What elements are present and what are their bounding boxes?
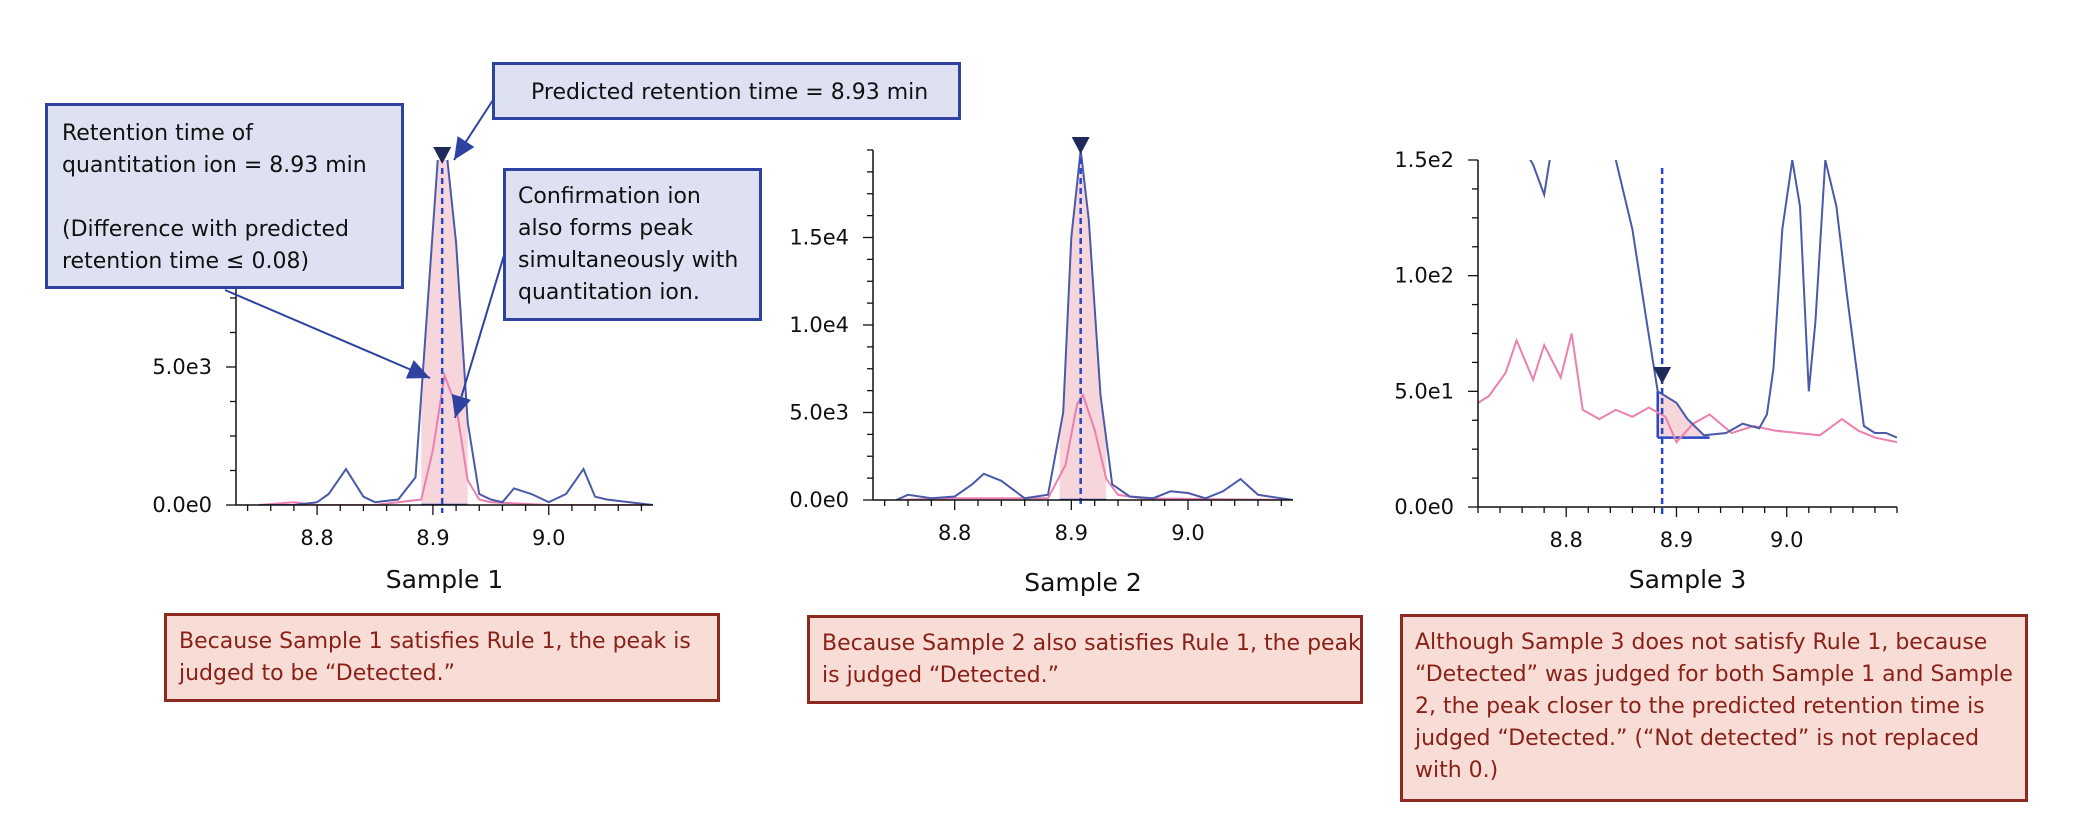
- series-line-confirmation-ion: [896, 392, 1293, 500]
- peak-apex-marker: [1653, 366, 1672, 384]
- plot-area: [1478, 160, 1897, 445]
- y-tick-label: 5.0e3: [152, 355, 212, 379]
- x-tick-label: 8.9: [1055, 521, 1088, 545]
- series-line-confirmation-ion: [259, 371, 653, 505]
- x-tick-label: 8.9: [1660, 528, 1693, 552]
- callout-quant-line-1: Retention time of: [62, 121, 253, 146]
- x-tick-label: 8.8: [938, 521, 971, 545]
- callout-arrows: [224, 99, 509, 419]
- callout-confirm-line-3: simultaneously with: [518, 248, 739, 273]
- x-tick-label: 8.9: [416, 526, 449, 550]
- note-sample-3-line-3: 2, the peak closer to the predicted rete…: [1415, 694, 1985, 719]
- peak-apex-marker: [1071, 137, 1090, 154]
- series-line-quantitation-ion: [259, 160, 653, 505]
- x-tick-label: 9.0: [1171, 521, 1204, 545]
- y-tick-label: 0.0e0: [152, 493, 212, 517]
- note-sample-3: Although Sample 3 does not satisfy Rule …: [1400, 614, 2028, 802]
- note-sample-1-line-1: Because Sample 1 satisfies Rule 1, the p…: [179, 629, 691, 654]
- note-sample-2: Because Sample 2 also satisfies Rule 1, …: [807, 615, 1363, 704]
- note-sample-3-line-1: Although Sample 3 does not satisfy Rule …: [1415, 630, 1988, 655]
- note-sample-2-line-2: is judged “Detected.”: [822, 663, 1060, 688]
- y-tick-label: 1.5e4: [789, 226, 849, 250]
- y-tick-label: 1.0e4: [789, 313, 849, 337]
- note-sample-1: Because Sample 1 satisfies Rule 1, the p…: [164, 613, 720, 702]
- callout-quant-line-3: (Difference with predicted: [62, 217, 350, 242]
- arrow-to-predicted-rt-head: [454, 136, 475, 160]
- callout-quant-line-2: quantitation ion = 8.93 min: [62, 153, 367, 178]
- plot-area: [259, 160, 653, 505]
- x-tick-label: 8.8: [1550, 528, 1583, 552]
- y-tick-label: 1.0e2: [1394, 264, 1454, 288]
- y-tick-label: 0.0e0: [1394, 495, 1454, 519]
- chart-title: Sample 2: [1024, 568, 1142, 597]
- note-sample-1-line-2: judged to be “Detected.”: [179, 661, 456, 686]
- y-tick-label: 0.0e0: [789, 488, 849, 512]
- chart-title: Sample 1: [386, 565, 504, 594]
- x-tick-label: 9.0: [532, 526, 565, 550]
- callout-confirm-line-2: also forms peak: [518, 216, 693, 241]
- callout-quantitation-retention-time: Retention time of quantitation ion = 8.9…: [45, 103, 404, 289]
- note-sample-3-line-5: with 0.): [1415, 758, 1499, 783]
- y-tick-label: 1.5e2: [1394, 148, 1454, 172]
- callout-predicted-retention-time: Predicted retention time = 8.93 min: [492, 62, 961, 120]
- y-tick-label: 5.0e1: [1394, 379, 1454, 403]
- callout-confirm-line-4: quantitation ion.: [518, 280, 700, 305]
- plot-area: [895, 150, 1293, 500]
- series-line-quantitation-ion: [1529, 160, 1897, 439]
- chart-sample-3: 8.8 8.9 9.0 0.0e0 5.0e1 1.0e2 1.5e2 Sample 3: [1394, 148, 1898, 594]
- y-tick-label: 5.0e3: [789, 401, 849, 425]
- callout-confirmation-ion: Confirmation ion also forms peak simulta…: [503, 168, 762, 321]
- peak-apex-marker: [433, 147, 452, 164]
- x-tick-label: 8.8: [300, 526, 333, 550]
- arrow-to-quant-peak-head: [405, 360, 430, 379]
- note-sample-3-line-4: judged “Detected.” (“Not detected” is no…: [1415, 726, 1980, 751]
- note-sample-3-line-2: “Detected” was judged for both Sample 1 …: [1415, 662, 2013, 687]
- note-sample-2-line-1: Because Sample 2 also satisfies Rule 1, …: [822, 631, 1361, 656]
- arrow-to-quant-peak-line: [224, 289, 431, 379]
- series-line-quantitation-ion: [895, 150, 1293, 500]
- chart-sample-2: 8.8 8.9 9.0 0.0e0 5.0e3 1.0e4 1.5e4 Sample 2: [789, 137, 1293, 597]
- callout-predicted-text: Predicted retention time = 8.93 min: [531, 80, 929, 105]
- arrow-to-confirm-peak-head: [451, 394, 471, 418]
- series-line-confirmation-ion: [1478, 333, 1897, 445]
- callout-confirm-line-1: Confirmation ion: [518, 184, 701, 209]
- chart-title: Sample 3: [1629, 565, 1747, 594]
- x-tick-label: 9.0: [1770, 528, 1803, 552]
- callout-quant-line-4: retention time ≤ 0.08): [62, 249, 310, 274]
- arrow-to-confirm-peak-line: [454, 241, 509, 419]
